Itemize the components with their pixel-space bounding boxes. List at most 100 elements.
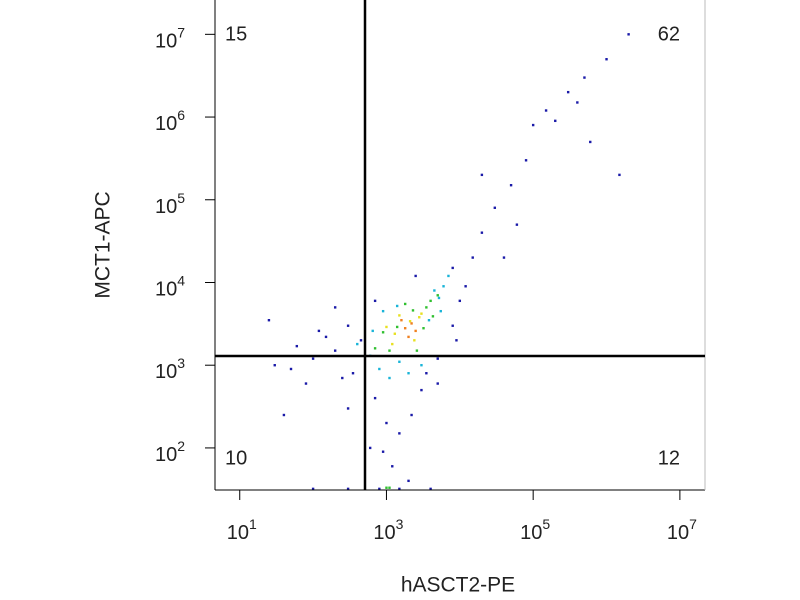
data-point bbox=[442, 285, 445, 288]
data-point bbox=[324, 335, 328, 339]
data-point bbox=[554, 119, 557, 123]
data-point bbox=[346, 324, 350, 327]
data-point bbox=[447, 274, 450, 278]
quadrant-percentage: 10 bbox=[225, 447, 247, 469]
data-point bbox=[411, 309, 415, 312]
data-point bbox=[566, 90, 570, 94]
data-point bbox=[385, 421, 388, 425]
data-point bbox=[436, 382, 439, 385]
data-point bbox=[311, 487, 315, 491]
data-point bbox=[415, 349, 419, 352]
data-point bbox=[455, 339, 458, 342]
data-point bbox=[393, 332, 397, 335]
data-point bbox=[388, 486, 391, 489]
data-point bbox=[410, 322, 413, 325]
y-axis-title: MCT1-APC bbox=[92, 191, 115, 298]
quadrant-percentage: 15 bbox=[225, 23, 247, 45]
data-point bbox=[311, 357, 315, 360]
data-point bbox=[431, 315, 435, 318]
data-point bbox=[418, 316, 421, 319]
data-point bbox=[371, 329, 374, 333]
data-point bbox=[480, 173, 484, 177]
data-point bbox=[480, 231, 484, 234]
data-point bbox=[398, 487, 401, 491]
data-point bbox=[341, 376, 344, 380]
data-point bbox=[346, 407, 350, 410]
data-point bbox=[502, 256, 506, 259]
data-point bbox=[605, 58, 608, 61]
data-point bbox=[583, 76, 586, 79]
data-point bbox=[425, 372, 428, 375]
data-point bbox=[408, 320, 412, 323]
tick-label: 105 bbox=[155, 189, 185, 218]
data-point bbox=[427, 319, 431, 322]
data-point bbox=[273, 364, 276, 367]
tick-label: 101 bbox=[227, 516, 257, 545]
tick-label: 104 bbox=[155, 272, 185, 301]
data-point bbox=[398, 432, 401, 435]
data-point bbox=[451, 324, 454, 327]
data-point bbox=[398, 360, 401, 363]
data-point bbox=[403, 302, 407, 306]
data-point bbox=[388, 349, 391, 352]
data-point bbox=[422, 327, 425, 330]
data-point bbox=[333, 306, 337, 309]
data-point bbox=[509, 183, 513, 187]
data-point bbox=[627, 33, 630, 36]
data-point bbox=[304, 382, 308, 385]
data-point bbox=[436, 294, 439, 297]
data-point bbox=[493, 206, 497, 209]
data-point bbox=[403, 327, 407, 330]
data-point bbox=[395, 304, 399, 308]
tick-label: 106 bbox=[155, 107, 185, 136]
tick-label: 103 bbox=[155, 355, 185, 384]
data-point bbox=[317, 329, 321, 333]
data-point bbox=[524, 159, 528, 162]
data-point bbox=[515, 223, 519, 226]
data-point bbox=[425, 306, 428, 309]
data-point bbox=[333, 349, 337, 352]
data-point bbox=[385, 325, 388, 329]
data-point bbox=[295, 344, 299, 348]
data-point bbox=[413, 339, 416, 342]
data-point bbox=[420, 388, 423, 392]
data-point bbox=[282, 413, 286, 417]
data-point bbox=[391, 465, 394, 468]
data-point bbox=[437, 296, 441, 300]
data-point bbox=[373, 299, 377, 303]
data-point bbox=[458, 299, 462, 303]
data-point bbox=[368, 446, 372, 450]
data-point bbox=[471, 256, 474, 259]
data-point bbox=[267, 319, 271, 322]
data-point bbox=[420, 312, 423, 315]
data-point bbox=[395, 325, 399, 329]
data-point bbox=[410, 413, 413, 417]
data-point bbox=[451, 266, 454, 270]
data-point bbox=[414, 274, 417, 278]
tick-label: 105 bbox=[520, 516, 550, 545]
data-point bbox=[351, 372, 355, 375]
tick-label: 103 bbox=[373, 516, 403, 545]
data-point bbox=[289, 367, 293, 371]
data-point bbox=[407, 335, 410, 339]
data-point bbox=[429, 487, 432, 491]
data-point bbox=[381, 450, 385, 453]
data-point bbox=[433, 289, 436, 292]
data-point bbox=[420, 364, 423, 367]
quadrant-percentage: 12 bbox=[658, 447, 680, 469]
data-point bbox=[378, 487, 381, 491]
data-point bbox=[356, 342, 359, 346]
data-point bbox=[378, 367, 381, 371]
data-point bbox=[407, 479, 410, 483]
data-point bbox=[391, 342, 394, 346]
quadrant-percentage: 62 bbox=[658, 23, 680, 45]
data-point bbox=[531, 123, 535, 127]
data-point bbox=[388, 376, 391, 380]
data-point bbox=[373, 347, 377, 350]
data-point bbox=[381, 309, 385, 313]
data-point bbox=[359, 339, 363, 342]
tick-label: 102 bbox=[155, 438, 185, 467]
data-point bbox=[436, 357, 439, 360]
data-point bbox=[618, 173, 621, 177]
